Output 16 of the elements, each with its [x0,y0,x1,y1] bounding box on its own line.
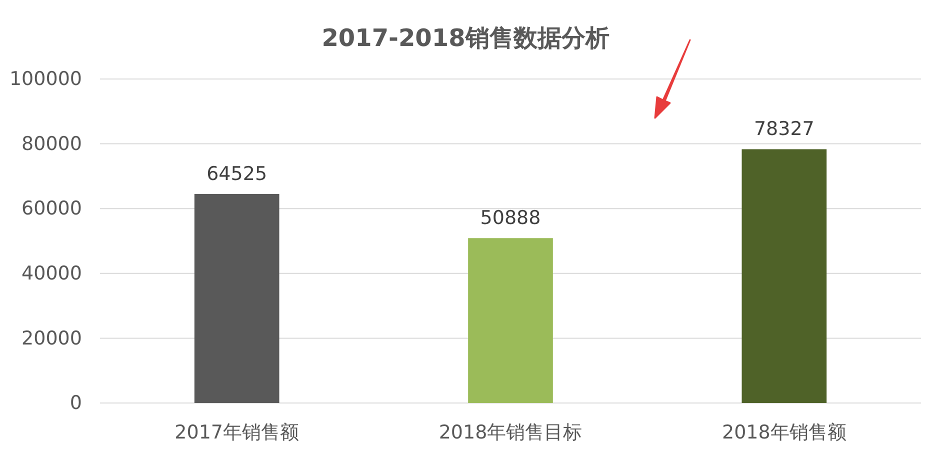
y-tick-label: 60000 [22,198,82,220]
y-tick-label: 80000 [22,132,82,155]
data-label: 78327 [754,118,814,140]
data-label: 50888 [480,207,541,230]
chart-title: 2017-2018销售数据分析 [322,24,610,52]
y-tick-label: 20000 [22,327,82,350]
x-tick-label: 2018年销售额 [722,421,846,444]
bar [194,194,280,403]
data-label: 64525 [206,162,268,185]
bar [468,238,553,403]
x-tick-label: 2018年销售目标 [438,421,582,444]
y-tick-label: 100000 [9,68,82,90]
x-tick-label: 2017年销售额 [174,421,300,444]
y-tick-label: 0 [70,392,82,414]
y-tick-label: 40000 [22,262,82,284]
bar [742,149,827,403]
